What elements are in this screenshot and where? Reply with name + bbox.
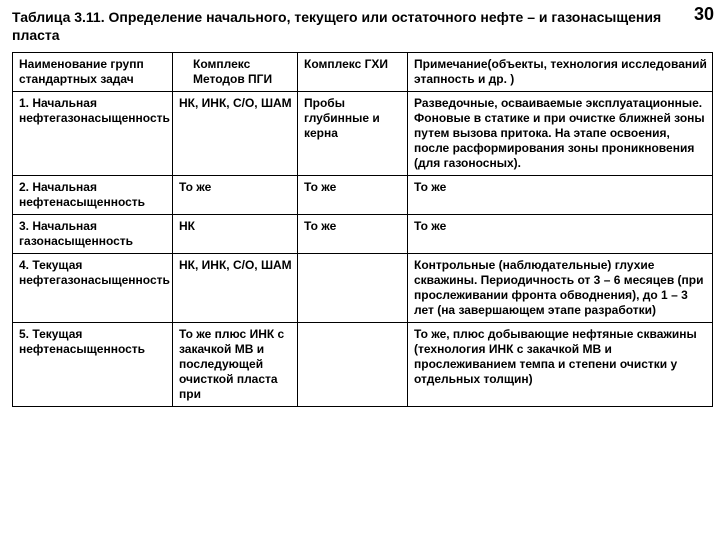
col-header-2: Комплекс Методов ПГИ (173, 53, 298, 92)
cell: То же (298, 215, 408, 254)
table-title: Таблица 3.11. Определение начального, те… (12, 8, 714, 44)
table-row: 4. Текущая нефтегазонасыщенность НК, ИНК… (13, 254, 713, 323)
cell: 2. Начальная нефтенасыщенность (13, 176, 173, 215)
cell: То же (408, 215, 713, 254)
cell: НК, ИНК, С/О, ШАМ (173, 92, 298, 176)
cell: 5. Текущая нефтенасыщенность (13, 323, 173, 407)
cell: То же плюс ИНК с закачкой МВ и последующ… (173, 323, 298, 407)
table-row: 5. Текущая нефтенасыщенность То же плюс … (13, 323, 713, 407)
cell: НК, ИНК, С/О, ШАМ (173, 254, 298, 323)
table-header-row: Наименование групп стандартных задач Ком… (13, 53, 713, 92)
cell: То же (173, 176, 298, 215)
col-header-1: Наименование групп стандартных задач (13, 53, 173, 92)
cell: НК (173, 215, 298, 254)
cell: 4. Текущая нефтегазонасыщенность (13, 254, 173, 323)
cell (298, 254, 408, 323)
cell: То же (408, 176, 713, 215)
cell: Пробы глубинные и керна (298, 92, 408, 176)
cell: Контрольные (наблюдательные) глухие сква… (408, 254, 713, 323)
col-header-4: Примечание(объекты, технология исследова… (408, 53, 713, 92)
page: 30 Таблица 3.11. Определение начального,… (0, 0, 720, 540)
cell: То же, плюс добывающие нефтяные скважины… (408, 323, 713, 407)
cell: 3. Начальная газонасыщенность (13, 215, 173, 254)
cell: Разведочные, осваиваемые эксплуатационны… (408, 92, 713, 176)
table-row: 3. Начальная газонасыщенность НК То же Т… (13, 215, 713, 254)
cell (298, 323, 408, 407)
table-row: 1. Начальная нефтегазонасыщенность НК, И… (13, 92, 713, 176)
cell: То же (298, 176, 408, 215)
cell: 1. Начальная нефтегазонасыщенность (13, 92, 173, 176)
data-table: Наименование групп стандартных задач Ком… (12, 52, 713, 407)
col-header-3: Комплекс ГХИ (298, 53, 408, 92)
page-number: 30 (694, 4, 714, 25)
table-row: 2. Начальная нефтенасыщенность То же То … (13, 176, 713, 215)
